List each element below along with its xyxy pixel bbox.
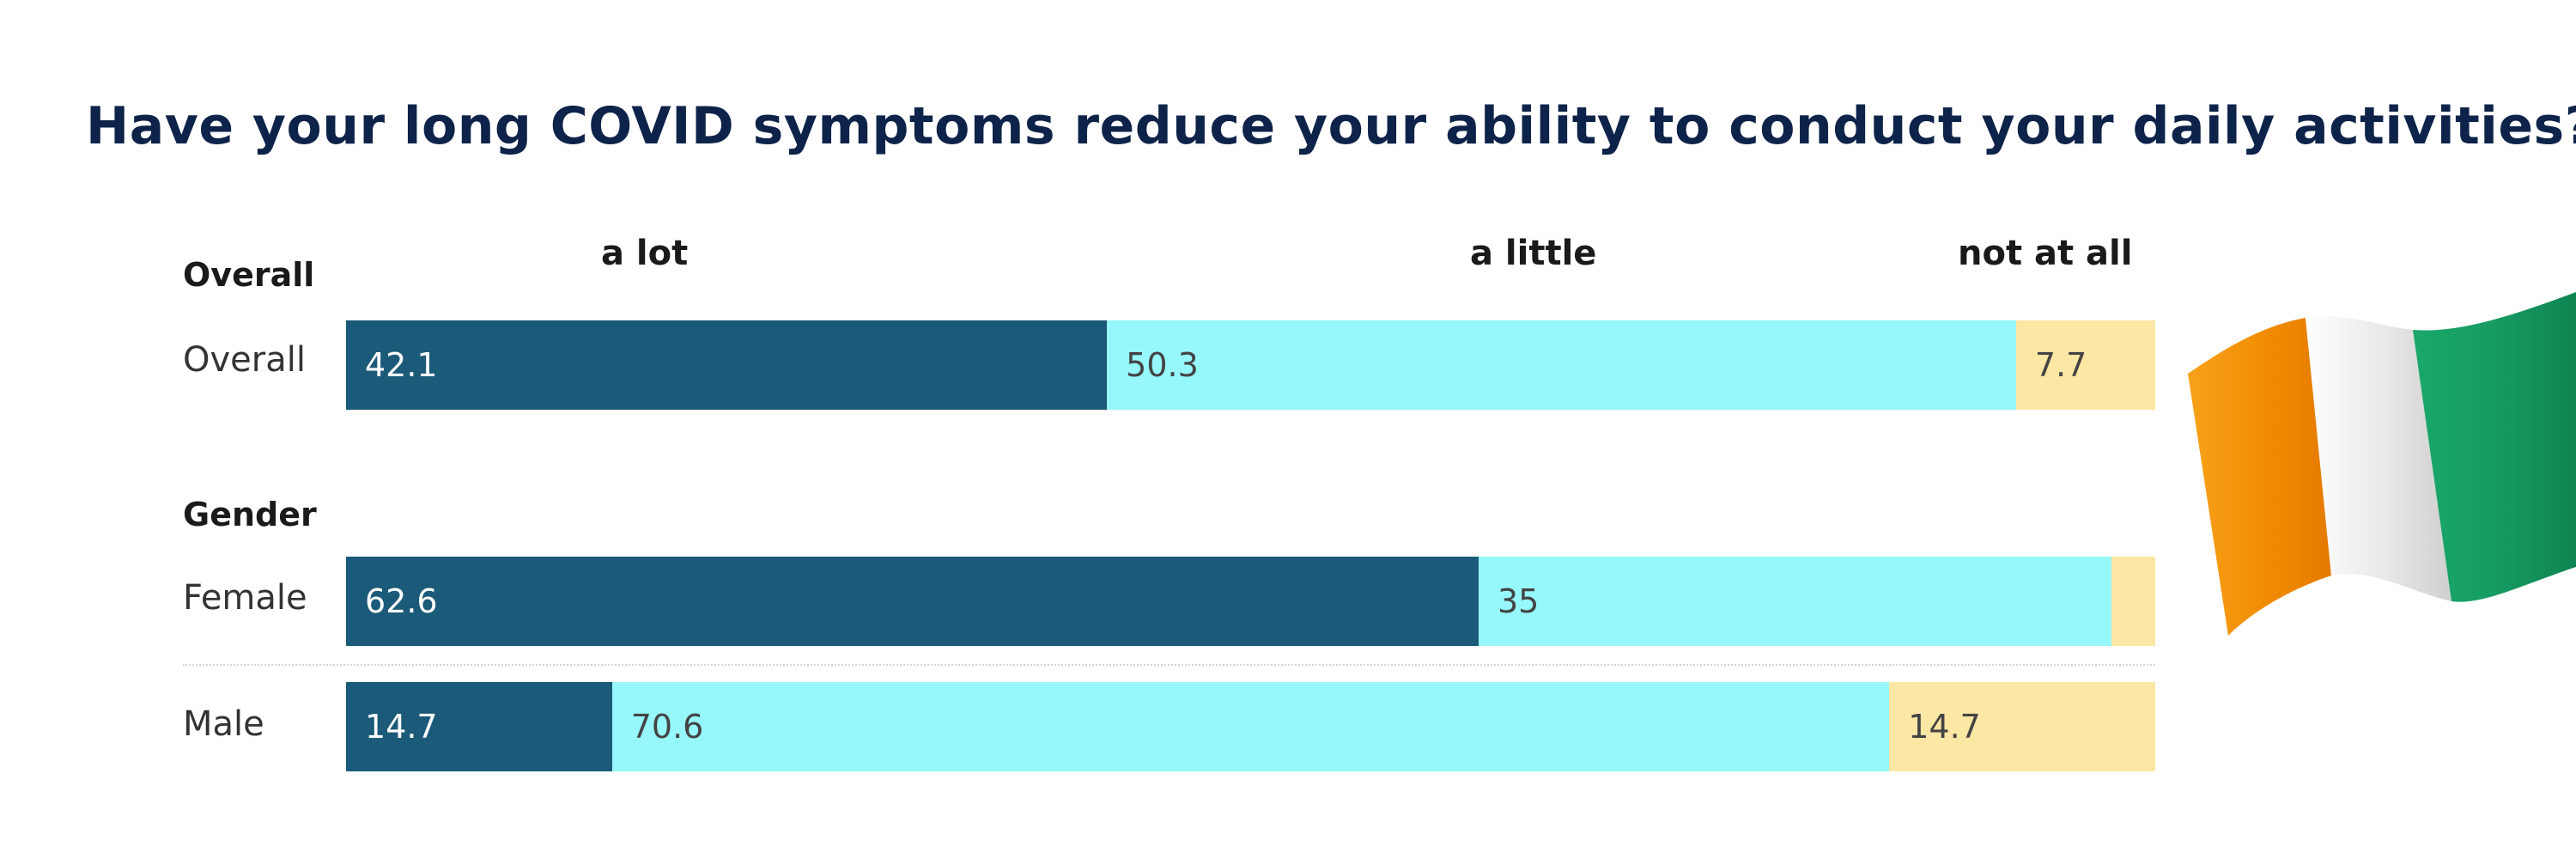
group-heading-overall: Overall <box>183 256 315 294</box>
data-label: 14.7 <box>365 708 438 746</box>
bar-segment-a-lot: 42.1 <box>346 320 1108 410</box>
data-label: 62.6 <box>365 582 438 620</box>
legend-a-lot: a lot <box>601 234 689 273</box>
bar-segment-a-little: 50.3 <box>1107 320 2016 410</box>
bar-segment-a-lot: 62.6 <box>346 557 1479 646</box>
bar-segment-not-at-all: 14.7 <box>1889 682 2155 771</box>
chart-title: Have your long COVID symptoms reduce you… <box>86 96 2576 156</box>
bar-segment-a-little: 35 <box>1478 557 2112 646</box>
bar-segment-not-at-all: 7.7 <box>2015 320 2155 410</box>
row-label-overall: Overall <box>183 340 306 380</box>
bar-segment-a-lot: 14.7 <box>346 682 612 771</box>
row-divider <box>183 664 2155 666</box>
legend-not-at-all: not at all <box>1958 234 2133 273</box>
data-label: 14.7 <box>1908 708 1981 746</box>
data-label: 7.7 <box>2034 346 2087 384</box>
row-label-female: Female <box>183 578 307 618</box>
legend-a-little: a little <box>1470 234 1597 273</box>
bar-male: 14.7 70.6 14.7 <box>346 682 2155 771</box>
irish-flag-icon <box>2188 292 2576 636</box>
bar-overall: 42.1 50.3 7.7 <box>346 320 2155 410</box>
row-label-male: Male <box>183 704 264 744</box>
bar-segment-not-at-all <box>2111 557 2155 646</box>
group-heading-gender: Gender <box>183 496 317 533</box>
data-label: 70.6 <box>630 708 704 746</box>
data-label: 35 <box>1497 582 1540 620</box>
bar-female: 62.6 35 <box>346 557 2155 646</box>
data-label: 50.3 <box>1126 346 1199 384</box>
bar-segment-a-little: 70.6 <box>611 682 1890 771</box>
data-label: 42.1 <box>365 346 438 384</box>
